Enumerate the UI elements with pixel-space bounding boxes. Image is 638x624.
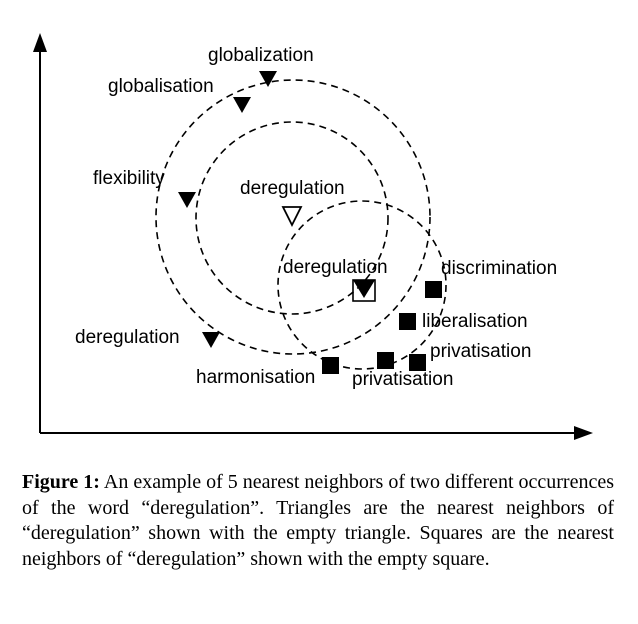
square-marker-discrimination [425, 281, 442, 298]
square-neighborhood-circle [277, 200, 447, 370]
square-marker-harmonisation [322, 357, 339, 374]
label-harmonisation: harmonisation [196, 367, 315, 388]
caption-label: Figure 1: [22, 471, 100, 493]
empty-triangle-query [281, 206, 303, 228]
label-globalisation: globalisation [108, 76, 214, 97]
inner-neighborhood-circle [195, 121, 389, 315]
caption-text: An example of 5 nearest neighbors of two… [22, 471, 614, 570]
label-deregulation-center: deregulation [240, 178, 345, 199]
outer-neighborhood-circle [155, 79, 431, 355]
square-marker-liberalisation [399, 313, 416, 330]
label-deregulation-square: deregulation [283, 257, 388, 278]
square-marker-privatisation-2 [409, 354, 426, 371]
triangle-marker-globalization [259, 71, 277, 87]
triangle-marker-flexibility [178, 192, 196, 208]
empty-square-query [352, 279, 376, 302]
label-discrimination: discrimination [441, 258, 557, 279]
label-liberalisation: liberalisation [422, 311, 528, 332]
y-axis-arrowhead [33, 33, 47, 52]
triangle-marker-globalisation [233, 97, 251, 113]
triangle-marker-deregulation-left [202, 332, 220, 348]
embedding-diagram: globalization globalisation flexibility … [33, 33, 593, 440]
label-deregulation-left: deregulation [75, 327, 180, 348]
label-privatisation-2: privatisation [352, 369, 453, 390]
x-axis-arrowhead [574, 426, 593, 440]
label-globalization: globalization [208, 45, 314, 66]
label-flexibility: flexibility [93, 168, 165, 189]
triangle-marker-deregulation-inside [353, 280, 375, 298]
square-marker-privatisation-1 [377, 352, 394, 369]
figure-caption: Figure 1: An example of 5 nearest neighb… [22, 470, 614, 572]
label-privatisation-1: privatisation [430, 341, 531, 362]
